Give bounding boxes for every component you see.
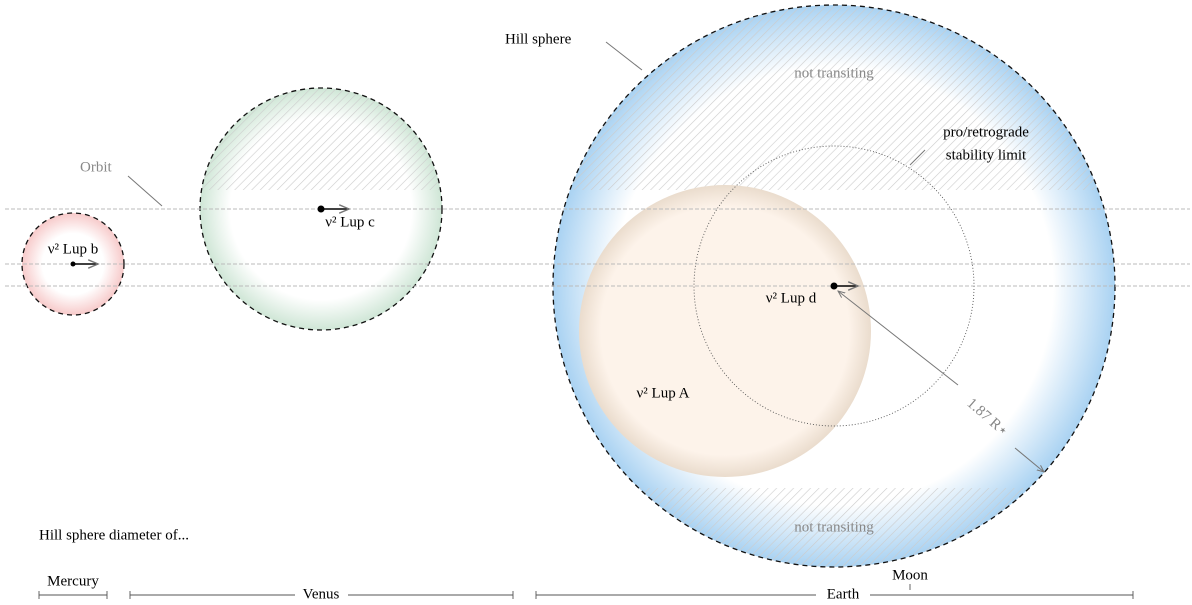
- label: pro/retrograde: [943, 124, 1029, 140]
- label: not transiting: [794, 519, 874, 535]
- label: Mercury: [47, 573, 99, 589]
- label: ν² Lup A: [637, 385, 690, 401]
- star: [579, 185, 871, 477]
- pointers: [127, 41, 1044, 472]
- planets: [70, 206, 859, 290]
- label: ν² Lup c: [325, 214, 375, 230]
- label: ν² Lup d: [766, 290, 817, 306]
- label: Moon: [892, 567, 928, 583]
- orbit-lines: [5, 208, 1190, 287]
- hatch: [200, 88, 442, 190]
- label: Hill sphere: [505, 31, 572, 47]
- label: Orbit: [80, 159, 112, 175]
- label: stability limit: [946, 147, 1027, 163]
- label: Venus: [303, 586, 340, 602]
- scale-bars: [38, 584, 1134, 599]
- label: Earth: [827, 586, 860, 602]
- label: ν² Lup b: [48, 241, 98, 257]
- hatch: [553, 5, 1115, 190]
- label: Hill sphere diameter of...: [39, 527, 189, 543]
- label: not transiting: [794, 65, 874, 81]
